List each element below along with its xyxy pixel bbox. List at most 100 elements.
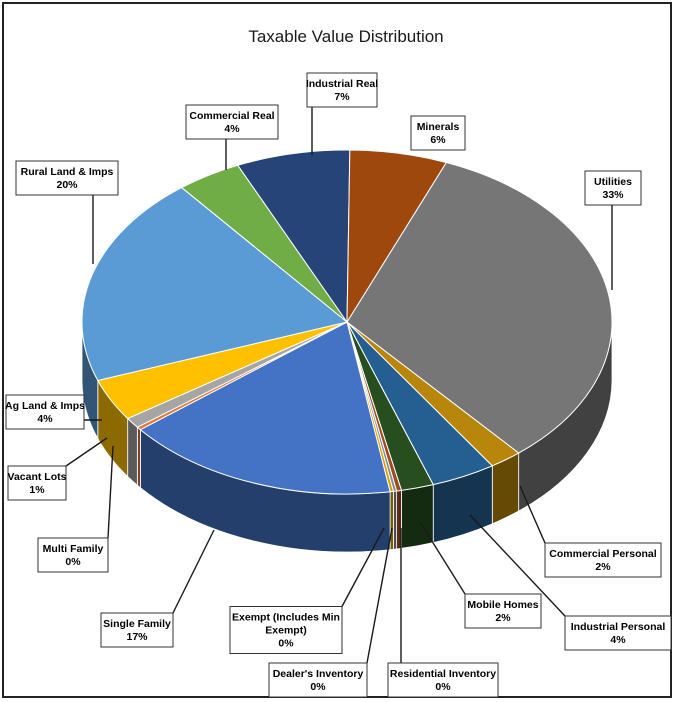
chart-title: Taxable Value Distribution [248,27,443,46]
label-percent: 0% [278,638,294,650]
slice-label: Single Family 17% [100,612,174,648]
label-box [100,612,174,648]
label-text: Industrial Personal 4% [571,621,666,646]
leader-lines [65,107,613,664]
leader-line [366,527,393,664]
label-box [584,170,642,206]
slice-side [127,417,138,487]
label-percent: 33% [602,189,624,201]
label-name: Industrial Personal [571,621,666,633]
label-text: Minerals 6% [417,121,460,146]
pie-slice [346,149,448,324]
pie-top [81,149,613,495]
label-percent: 20% [56,179,78,191]
label-name: Industrial Real [306,78,378,90]
label-box [5,394,85,430]
label-percent: 4% [610,634,626,646]
label-name: Minerals [417,121,460,133]
label-name: Single Family [103,618,171,630]
label-box [387,662,499,698]
label-text: Utilities 33% [594,176,632,201]
label-percent: 0% [65,556,81,568]
label-text: Ag Land & Imps 4% [5,400,85,425]
slice-label: Exempt (Includes Min Exempt) 0% [229,606,343,654]
label-name: Rural Land & Imps [21,166,114,178]
pie-slice [81,186,349,382]
label-name: Utilities [594,176,632,188]
label-text: Commercial Personal 2% [549,548,656,573]
slice-label: Residential Inventory 0% [387,662,499,698]
label-text: Rural Land & Imps 20% [21,166,114,191]
leader-line [65,437,108,467]
label-box [410,115,466,151]
label-box [306,72,378,108]
label-percent: 0% [435,681,451,693]
slice-side [136,426,141,489]
label-percent: 4% [224,123,240,135]
slice-label: Industrial Personal 4% [564,615,672,651]
label-percent: 2% [495,612,511,624]
slice-side [389,490,394,551]
slice-label: Multi Family 0% [37,537,109,573]
slice-label: Ag Land & Imps 4% [5,394,85,430]
label-text: Single Family 17% [103,618,171,643]
label-text: Exempt (Includes Min Exempt) 0% [232,612,340,650]
label-text: Mobile Homes 2% [467,599,538,624]
label-percent: 1% [29,484,45,496]
label-box [15,160,119,196]
slice-label: Rural Land & Imps 20% [15,160,119,196]
label-name: Dealer's Inventory [273,668,364,680]
slice-label: Commercial Personal 2% [544,542,662,578]
label-text: Multi Family 0% [43,543,104,568]
label-name: Exempt (Includes Min [232,612,340,624]
label-name: Commercial Real [189,110,274,122]
leader-line [107,445,114,539]
slice-label: Utilities 33% [584,170,642,206]
pie-slice [236,149,351,324]
label-percent: 0% [310,681,326,693]
label-box [464,593,542,629]
pie-slice [346,161,613,454]
leader-line [519,485,546,544]
slice-side [401,484,434,549]
label-name: Multi Family [43,543,104,555]
label-name: Exempt) [265,625,306,637]
label-percent: 6% [430,134,446,146]
label-box [268,662,368,698]
label-box [564,615,672,651]
label-box [185,104,279,140]
label-text: Industrial Real 7% [306,78,378,103]
label-text: Dealer's Inventory 0% [273,668,364,693]
label-name: Mobile Homes [467,599,538,611]
label-text: Residential Inventory 0% [390,668,496,693]
label-percent: 4% [37,413,53,425]
slice-label: Commercial Real 4% [185,104,279,140]
leader-line [469,514,566,617]
slice-label: Industrial Real 7% [306,72,378,108]
slice-label: Vacant Lots 1% [7,465,67,501]
label-box [544,542,662,578]
label-percent: 17% [126,631,148,643]
leader-line [419,521,466,595]
pie-slice [139,321,391,495]
label-percent: 2% [595,561,611,573]
label-name: Vacant Lots [8,471,67,483]
label-box [229,606,343,654]
slice-label: Mobile Homes 2% [464,593,542,629]
label-box [37,537,109,573]
label-text: Vacant Lots 1% [8,471,67,496]
leader-line [341,527,385,607]
data-labels: Utilities 33%Commercial Personal 2%Industr… [5,72,672,698]
leader-line [172,529,215,614]
label-name: Commercial Personal [549,548,656,560]
label-name: Ag Land & Imps [5,400,85,412]
label-text: Commercial Real 4% [189,110,274,135]
slice-label: Dealer's Inventory 0% [268,662,368,698]
label-name: Residential Inventory [390,668,496,680]
slice-label: Minerals 6% [410,115,466,151]
slice-side [392,490,398,550]
label-percent: 7% [334,91,350,103]
label-box [7,465,67,501]
